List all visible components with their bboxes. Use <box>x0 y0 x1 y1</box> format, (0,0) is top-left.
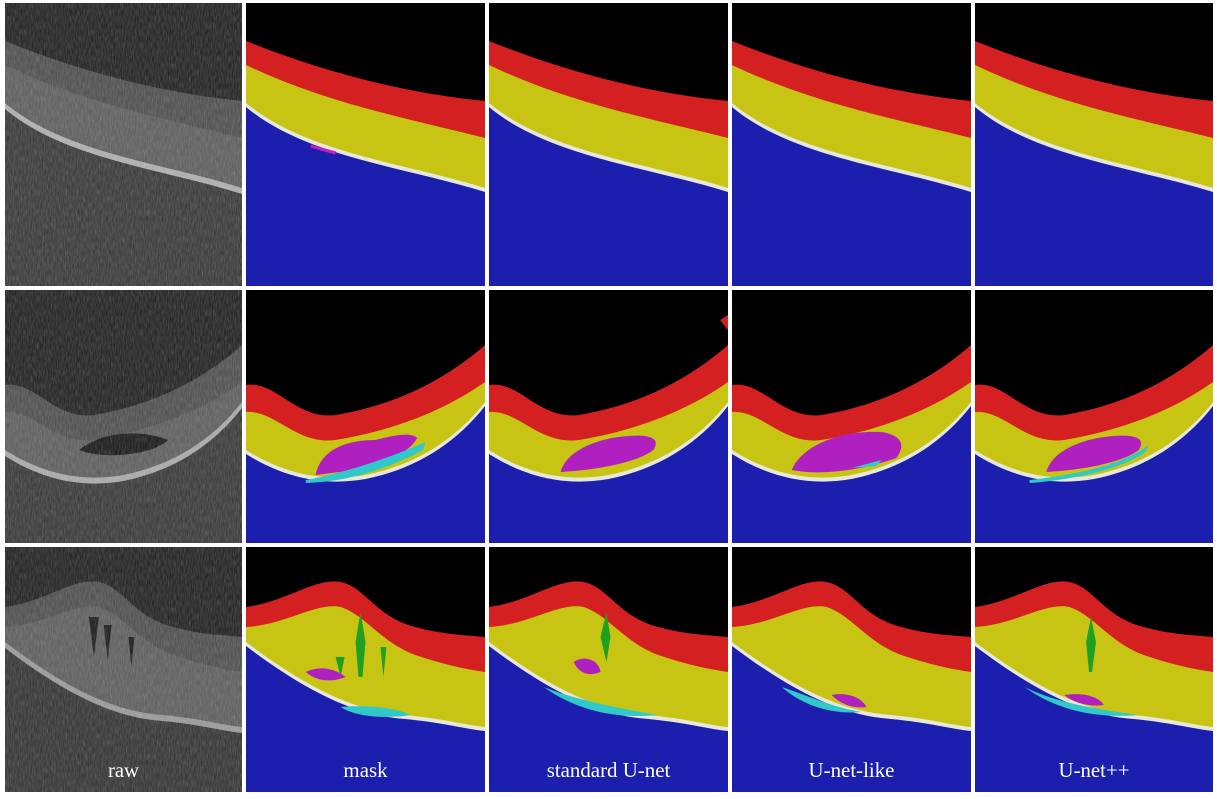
unetpp-image <box>975 290 1213 543</box>
raw-image <box>5 3 242 286</box>
raw-image <box>5 290 242 543</box>
column-label: raw <box>108 758 139 782</box>
mask-image: mask <box>246 547 485 792</box>
raw-image: raw <box>5 547 242 792</box>
unet-like-image <box>732 3 971 286</box>
unet-image <box>489 290 728 543</box>
unet-like-image: U-net-like <box>732 547 971 792</box>
column-label: U-net++ <box>1059 758 1130 782</box>
row-2 <box>5 290 1213 543</box>
unet-like-image <box>732 290 971 543</box>
mask-image <box>246 3 485 286</box>
unetpp-image: U-net++ <box>975 547 1213 792</box>
unet-image: standard U-net <box>489 547 728 792</box>
unet-image <box>489 3 728 286</box>
column-label: mask <box>343 758 388 782</box>
unetpp-image <box>975 3 1213 286</box>
column-label: U-net-like <box>809 758 895 782</box>
row-3: raw mask standard U-net U-net-like U-net… <box>5 547 1213 792</box>
row-1 <box>5 3 1213 286</box>
mask-image <box>246 290 485 543</box>
column-label: standard U-net <box>547 758 671 782</box>
